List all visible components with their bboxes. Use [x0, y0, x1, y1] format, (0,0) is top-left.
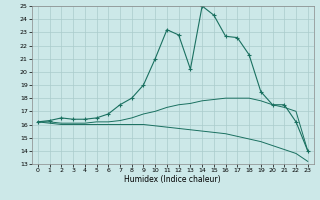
X-axis label: Humidex (Indice chaleur): Humidex (Indice chaleur)	[124, 175, 221, 184]
